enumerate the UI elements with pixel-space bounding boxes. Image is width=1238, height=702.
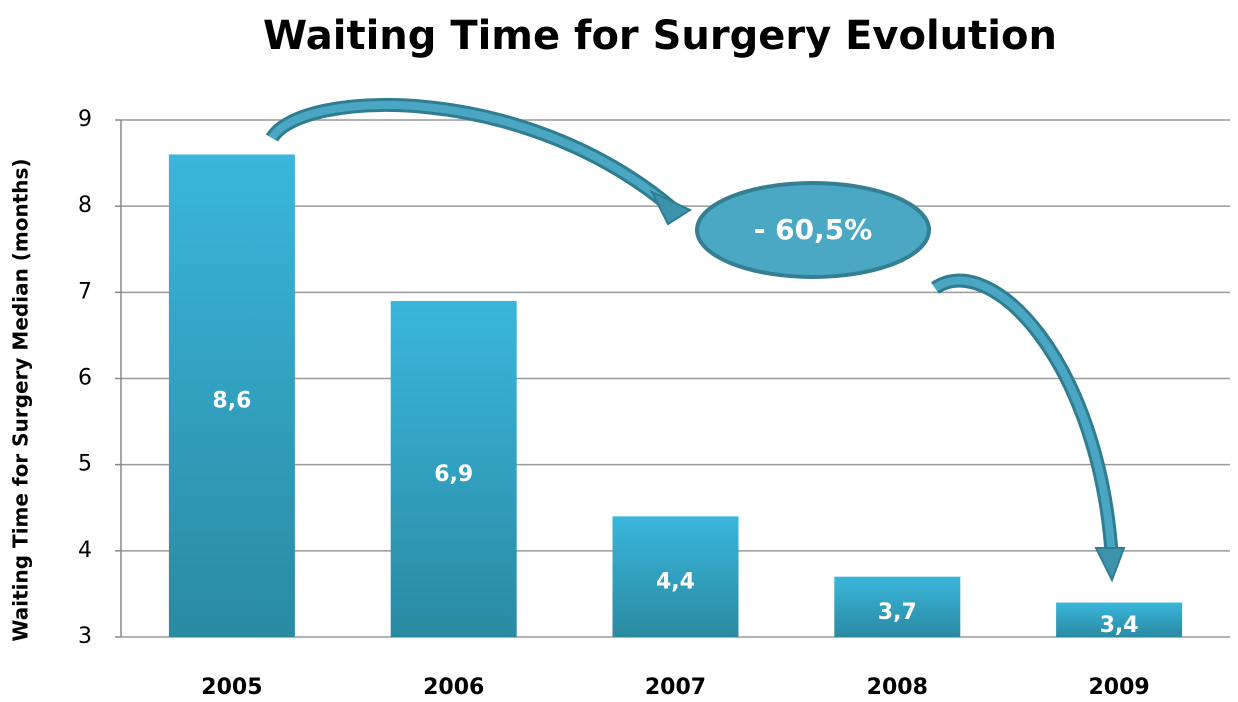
y-tick-label: 9 (78, 107, 92, 132)
x-tick-label: 2009 (1088, 675, 1149, 700)
y-tick-label: 3 (78, 624, 92, 649)
y-tick-label: 5 (78, 452, 92, 477)
annotation: - 60,5% (754, 213, 873, 246)
y-tick-label: 4 (78, 538, 92, 563)
x-tick-label: 2006 (423, 675, 484, 700)
value-label: 6,9 (434, 462, 473, 487)
arrow-head (1094, 547, 1126, 583)
y-tick-label: 6 (78, 366, 92, 391)
x-tick-label: 2005 (201, 675, 262, 700)
chart-title: Waiting Time for Surgery Evolution (263, 13, 1057, 59)
bar (612, 516, 739, 637)
value-label: 3,4 (1100, 613, 1139, 638)
arrow-head (649, 189, 693, 226)
bar (834, 576, 961, 637)
x-tick-label: 2007 (645, 675, 706, 700)
y-tick-label: 7 (78, 279, 92, 304)
bar (390, 300, 517, 637)
x-tick-label: 2008 (867, 675, 928, 700)
arrows (265, 98, 1126, 583)
value-label: 4,4 (656, 570, 695, 595)
bar (1056, 602, 1183, 637)
annotation-bubble (695, 181, 931, 279)
arrow (932, 276, 1116, 561)
value-label: 3,7 (878, 600, 917, 625)
bar (168, 154, 295, 637)
arrow (268, 101, 675, 212)
plot-area: 3 4 5 6 7 8 9 2005 8,6 2006 6,9 2007 4,4 2008 3,7 2009 3… (78, 107, 1230, 700)
value-label: 8,6 (212, 389, 251, 414)
y-tick-label: 8 (78, 193, 92, 218)
y-axis-label: Waiting Time for Surgery Median (months) (9, 158, 33, 641)
